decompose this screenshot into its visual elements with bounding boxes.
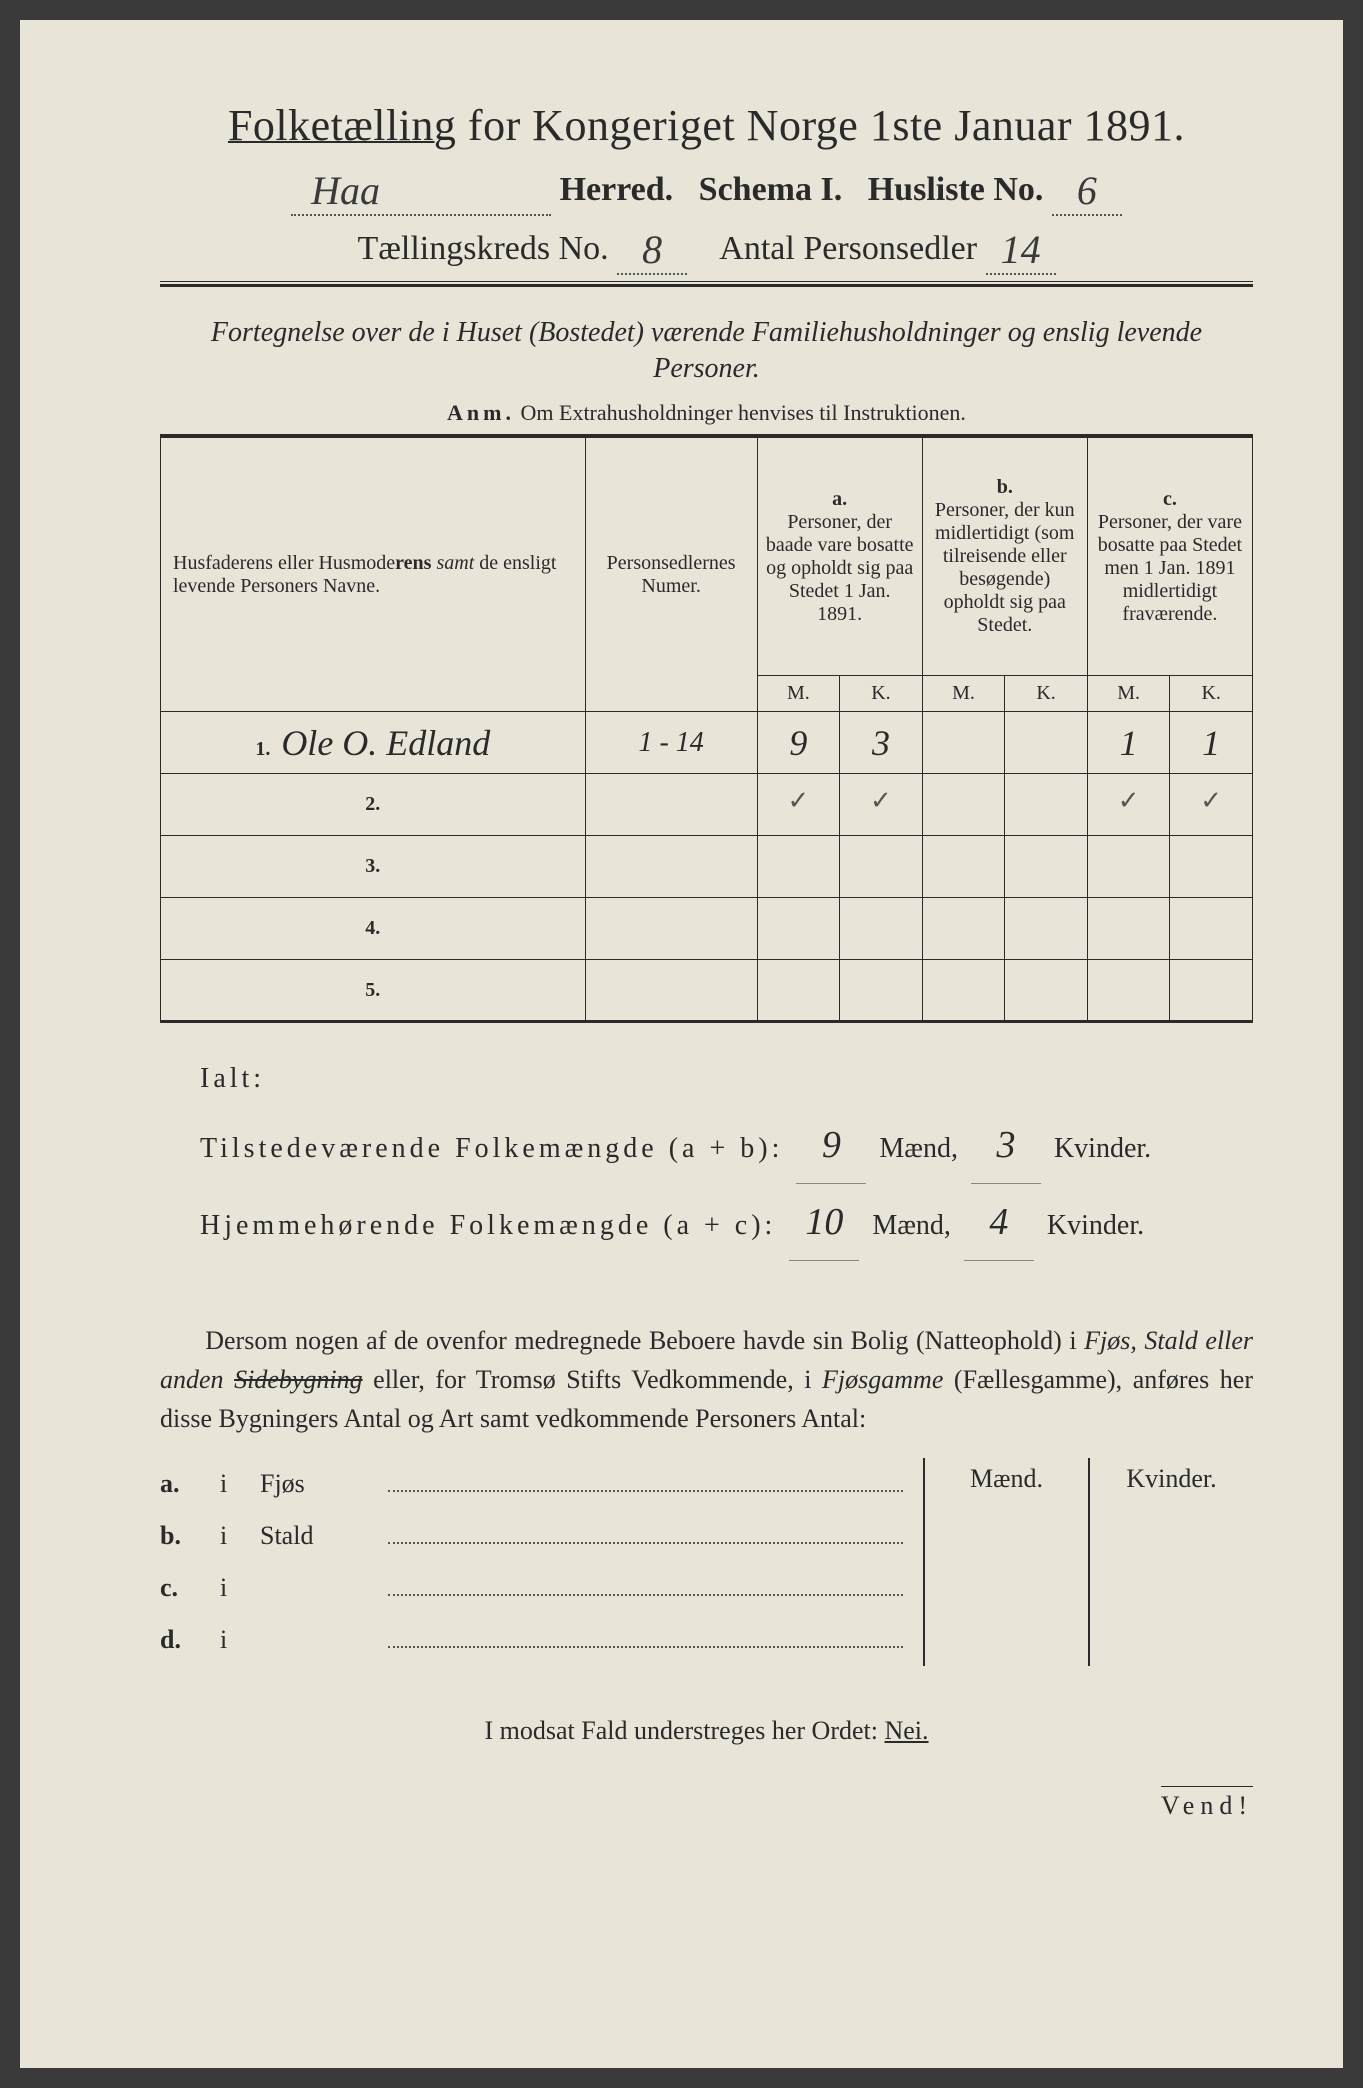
header-line-3: Tællingskreds No. 8 Antal Personsedler 1… bbox=[160, 222, 1253, 271]
antal-label: Antal Personsedler bbox=[719, 230, 977, 267]
hdr-cm: M. bbox=[1087, 676, 1170, 712]
row2-name: 2. bbox=[161, 774, 586, 836]
herred-value: Haa bbox=[291, 167, 551, 216]
hdr-ak: K. bbox=[840, 676, 923, 712]
hdr-col-c: c.Personer, der vare bosatte paa Stedet … bbox=[1087, 436, 1252, 676]
buildings-right: Mænd. Kvinder. bbox=[923, 1458, 1253, 1666]
hdr-col-a: a.Personer, der baade vare bosatte og op… bbox=[757, 436, 922, 676]
anm-label: Anm. bbox=[447, 400, 515, 425]
header-line-2: Haa Herred. Schema I. Husliste No. 6 bbox=[160, 163, 1253, 212]
tilstede-line: Tilstedeværende Folkemængde (a + b): 9 M… bbox=[200, 1107, 1253, 1184]
row1-ck: 1 bbox=[1170, 712, 1253, 774]
row2-bk bbox=[1005, 774, 1088, 836]
row2-am: ✓ bbox=[757, 774, 840, 836]
row1-name: 1. Ole O. Edland bbox=[161, 712, 586, 774]
row2-ak: ✓ bbox=[840, 774, 923, 836]
row1-ps: 1 - 14 bbox=[585, 712, 757, 774]
row2-bm bbox=[922, 774, 1005, 836]
table-row: 4. bbox=[161, 898, 1253, 960]
row2-ps bbox=[585, 774, 757, 836]
hjemme-m: 10 bbox=[789, 1184, 859, 1261]
bygn-row-b: b.iStald bbox=[160, 1510, 903, 1562]
hjemme-line: Hjemmehørende Folkemængde (a + c): 10 Mæ… bbox=[200, 1184, 1253, 1261]
tk-label: Tællingskreds No. bbox=[357, 230, 608, 267]
row3-name: 3. bbox=[161, 836, 586, 898]
main-table: Husfaderens eller Husmoderens samt de en… bbox=[160, 434, 1253, 1024]
row1-bm bbox=[922, 712, 1005, 774]
modsat-line: I modsat Fald understreges her Ordet: Ne… bbox=[160, 1716, 1253, 1746]
herred-label: Herred. bbox=[560, 171, 674, 208]
buildings-left: a.iFjøs b.iStald c.i d.i bbox=[160, 1458, 923, 1666]
hdr-bk: K. bbox=[1005, 676, 1088, 712]
dersom-paragraph: Dersom nogen af de ovenfor medregnede Be… bbox=[160, 1321, 1253, 1438]
row5-name: 5. bbox=[161, 960, 586, 1022]
row4-name: 4. bbox=[161, 898, 586, 960]
table-row: 5. bbox=[161, 960, 1253, 1022]
fortegnelse-text: Fortegnelse over de i Huset (Bostedet) v… bbox=[160, 315, 1253, 388]
row2-ck: ✓ bbox=[1170, 774, 1253, 836]
schema-label: Schema I. bbox=[699, 171, 843, 208]
row1-bk bbox=[1005, 712, 1088, 774]
hdr-col2: Personsedlernes Numer. bbox=[585, 436, 757, 712]
tilstede-k: 3 bbox=[971, 1107, 1041, 1184]
hdr-bm: M. bbox=[922, 676, 1005, 712]
buildings-block: a.iFjøs b.iStald c.i d.i Mænd. Kvinder. bbox=[160, 1458, 1253, 1666]
row1-ak: 3 bbox=[840, 712, 923, 774]
census-form-page: Folketælling for Kongeriget Norge 1ste J… bbox=[20, 20, 1343, 2068]
bygn-row-a: a.iFjøs bbox=[160, 1458, 903, 1510]
anm-text: Om Extrahusholdninger henvises til Instr… bbox=[521, 400, 966, 425]
anm-line: Anm. Om Extrahusholdninger henvises til … bbox=[160, 400, 1253, 426]
bygn-hdr-kvinder: Kvinder. bbox=[1090, 1458, 1253, 1666]
hdr-am: M. bbox=[757, 676, 840, 712]
vend-label: Vend! bbox=[1161, 1786, 1253, 1821]
husliste-label: Husliste No. bbox=[868, 171, 1044, 208]
antal-value: 14 bbox=[986, 226, 1056, 275]
totals-block: Ialt: Tilstedeværende Folkemængde (a + b… bbox=[160, 1051, 1253, 1261]
bygn-row-c: c.i bbox=[160, 1562, 903, 1614]
ialt-label: Ialt: bbox=[200, 1063, 265, 1094]
header-rule bbox=[160, 281, 1253, 287]
row1-am: 9 bbox=[757, 712, 840, 774]
hdr-ck: K. bbox=[1170, 676, 1253, 712]
table-row: 2. ✓ ✓ ✓ ✓ bbox=[161, 774, 1253, 836]
tilstede-m: 9 bbox=[796, 1107, 866, 1184]
tk-value: 8 bbox=[617, 226, 687, 275]
title-rest: for Kongeriget Norge 1ste Januar 1891. bbox=[456, 101, 1185, 150]
title-underlined: Folketælling bbox=[228, 101, 456, 150]
bygn-hdr-maend: Mænd. bbox=[925, 1458, 1090, 1666]
page-title: Folketælling for Kongeriget Norge 1ste J… bbox=[160, 100, 1253, 151]
row1-cm: 1 bbox=[1087, 712, 1170, 774]
bygn-row-d: d.i bbox=[160, 1614, 903, 1666]
table-row: 1. Ole O. Edland 1 - 14 9 3 1 1 bbox=[161, 712, 1253, 774]
hdr-col-b: b.Personer, der kun midlertidigt (som ti… bbox=[922, 436, 1087, 676]
nei-word: Nei. bbox=[884, 1716, 928, 1745]
hdr-col1: Husfaderens eller Husmoderens samt de en… bbox=[161, 436, 586, 712]
table-row: 3. bbox=[161, 836, 1253, 898]
hjemme-k: 4 bbox=[964, 1184, 1034, 1261]
husliste-value: 6 bbox=[1052, 167, 1122, 216]
row2-cm: ✓ bbox=[1087, 774, 1170, 836]
